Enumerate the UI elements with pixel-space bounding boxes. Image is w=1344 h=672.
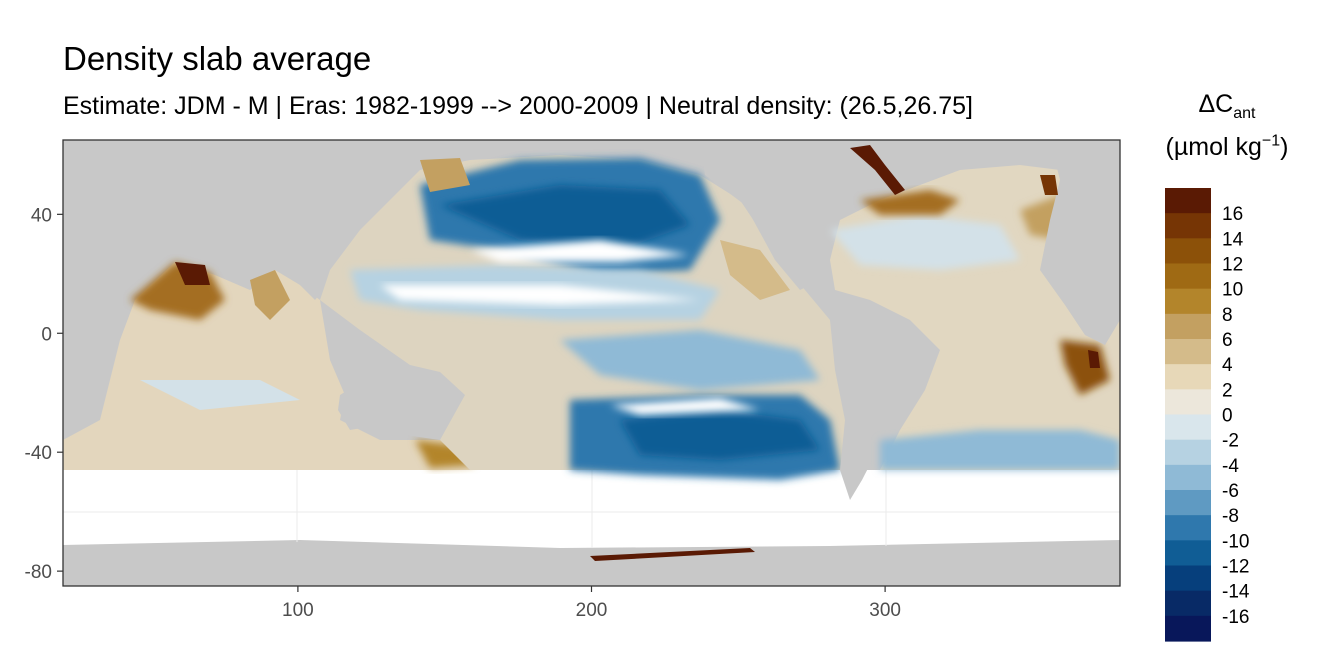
x-axis: 100 200 300 [282,586,901,621]
benguela-peak [1088,350,1100,368]
south-america [830,310,940,500]
legend-label: -8 [1222,506,1239,527]
y-tick-label--80: -80 [25,562,52,583]
legend-title-unit: (µmol kg [1165,132,1262,161]
south-pacific-light-blue [560,330,820,390]
x-tick-label-300: 300 [869,600,901,621]
chart-subtitle: Estimate: JDM - M | Eras: 1982-1999 --> … [63,92,973,120]
indian-ocean-blue-patch [140,380,300,410]
legend-label: -2 [1222,431,1239,452]
legend-label: 10 [1222,280,1243,301]
south-pacific-deep-blue [620,410,820,460]
norwegian-anomaly [1040,175,1058,195]
legend-swatch [1165,313,1211,340]
indian-ocean-field [63,262,470,470]
asia [63,140,420,300]
legend-swatch [1165,565,1211,592]
y-axis: 40 0 -40 -80 [25,205,63,583]
legend-title-main: ΔC [1198,90,1234,118]
north-atlantic-blue [830,215,1020,270]
legend-title: ΔCant (µmol kg−1) [1160,84,1294,167]
legend-swatch [1165,515,1211,541]
pacific-white-band-1 [380,285,700,305]
legend-swatch [1165,339,1211,365]
x-tick-label-100: 100 [282,600,314,621]
legend-swatch [1165,213,1211,239]
legend-title-close: ) [1280,132,1289,161]
y-tick-label--40: -40 [25,443,52,464]
map-panel [63,140,1120,586]
legend-swatch [1165,389,1211,416]
legend-label: -4 [1222,456,1239,477]
x-tick-label-200: 200 [576,600,608,621]
legend-swatch [1165,615,1211,642]
legend-label: 16 [1222,204,1243,225]
legend-swatch [1165,414,1211,441]
south-pacific-white-band [610,398,760,415]
legend-label: -12 [1222,557,1249,578]
legend-swatch [1165,188,1211,214]
legend-title-exp: −1 [1261,132,1281,150]
arabian-sea-peak [175,262,210,285]
legend-swatch [1165,288,1211,315]
legend-swatch [1165,263,1211,290]
africa-east [63,140,120,210]
labrador-anomaly [850,145,905,195]
pacific-white-band-2 [470,240,690,262]
color-legend: 16 14 12 10 8 6 4 2 0 -2 -4 -6 -8 -10 -12 -14 -16 [1165,188,1250,642]
california-current-anomaly [720,240,790,300]
legend-swatch [1165,364,1211,390]
legend-label: 4 [1222,355,1233,376]
legend-swatch [1165,540,1211,567]
okhotsk-anomaly [420,158,470,192]
legend-label: 0 [1222,406,1233,427]
legend-swatch [1165,238,1211,265]
gulf-stream-anomaly [860,190,960,215]
y-tick-label-0: 0 [41,324,52,345]
legend-title-sub: ant [1233,105,1256,122]
south-atlantic-blue [880,430,1120,470]
legend-label: 8 [1222,305,1233,326]
legend-label: -16 [1222,607,1249,628]
legend-swatch [1165,439,1211,466]
legend-swatch [1165,464,1211,491]
legend-swatch [1165,490,1211,516]
chart-title: Density slab average [63,40,372,77]
legend-label: -6 [1222,481,1239,502]
antarctica [63,542,1120,586]
legend-label: -14 [1222,582,1250,603]
africa-europe [1040,140,1120,345]
antarctic-margin-anomaly [590,548,755,561]
legend-label: -10 [1222,531,1249,552]
australia [338,365,465,440]
tasman-anomaly [415,440,475,468]
bay-of-bengal-anomaly [250,270,290,320]
north-pacific-deep-blue [440,185,690,250]
legend-label: 6 [1222,330,1233,351]
legend-label: 12 [1222,255,1243,276]
legend-label: 2 [1222,380,1233,401]
y-tick-label-40: 40 [31,205,52,226]
legend-label: 14 [1222,229,1244,250]
legend-swatch [1165,590,1211,617]
